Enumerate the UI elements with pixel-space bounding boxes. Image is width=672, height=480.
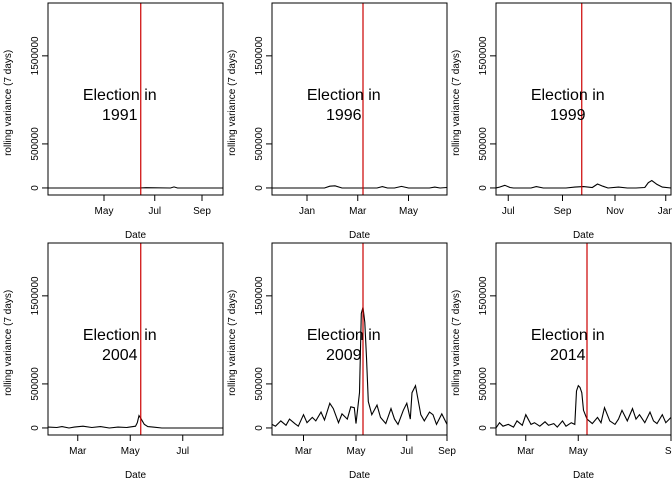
y-axis-title: rolling variance (7 days) [3, 50, 14, 156]
x-axis-title: Date [573, 230, 595, 241]
y-tick-label: 1500000 [30, 276, 41, 315]
y-tick-label: 1500000 [254, 276, 265, 315]
y-axis-title: rolling variance (7 days) [3, 290, 14, 396]
x-tick-label: Sep [554, 206, 572, 217]
x-tick-label: Mar [349, 206, 367, 217]
y-tick-label: 0 [254, 425, 265, 431]
y-tick-label: 500000 [30, 367, 41, 401]
election-annotation-year: 2009 [326, 347, 362, 364]
y-tick-label: 500000 [478, 127, 489, 161]
election-annotation-line1: Election in [307, 327, 381, 344]
x-tick-label: Jul [148, 206, 161, 217]
x-tick-label: May [95, 206, 114, 217]
panel-4: 0 500000 1500000 Mar May Jul Date rolling varia… [3, 242, 224, 480]
election-annotation-year: 1996 [326, 107, 362, 124]
x-tick-label: Mar [69, 446, 87, 457]
y-axis-title: rolling variance (7 days) [227, 50, 238, 156]
x-tick-label: Jul [502, 206, 515, 217]
panel-5: 0 500000 1500000 Mar May Jul Sep Date rolling va… [227, 242, 456, 480]
panel-1: 0 500000 1500000 May Jul Sep Date rolling varia… [3, 2, 224, 241]
x-tick-label: May [347, 446, 366, 457]
y-axis-title: rolling variance (7 days) [451, 50, 462, 156]
y-tick-label: 1500000 [478, 276, 489, 315]
y-tick-label: 0 [30, 185, 41, 191]
y-tick-label: 500000 [254, 127, 265, 161]
y-axis-title: rolling variance (7 days) [227, 290, 238, 396]
x-tick-label: Nov [606, 206, 624, 217]
x-tick-label: Jul [400, 446, 413, 457]
y-tick-label: 1500000 [30, 36, 41, 75]
plot-frame [271, 242, 448, 436]
y-tick-label: 0 [30, 425, 41, 431]
election-annotation-year: 2014 [550, 347, 586, 364]
election-annotation-year: 1991 [102, 107, 138, 124]
x-axis-title: Date [349, 470, 371, 480]
y-tick-label: 500000 [30, 127, 41, 161]
y-tick-label: 500000 [254, 367, 265, 401]
y-tick-label: 0 [478, 425, 489, 431]
plot-frame [271, 2, 448, 196]
panel-6: 0 500000 1500000 Mar May Se Date rolling varian… [451, 242, 672, 480]
x-tick-label: Sep [438, 446, 456, 457]
plot-frame [495, 2, 672, 196]
plot-frame [47, 242, 224, 436]
election-annotation-line1: Election in [531, 327, 605, 344]
x-tick-label: May [121, 446, 140, 457]
x-tick-label: Mar [295, 446, 313, 457]
x-tick-label: May [569, 446, 588, 457]
panel-2: 0 500000 1500000 Jan Mar May Date rolling varia… [227, 2, 448, 241]
x-tick-label: Jan [658, 206, 672, 217]
y-tick-label: 500000 [478, 367, 489, 401]
x-tick-label: Sep [193, 206, 211, 217]
x-axis-title: Date [125, 470, 147, 480]
election-annotation-line1: Election in [83, 327, 157, 344]
election-annotation-year: 2004 [102, 347, 138, 364]
series-line [272, 185, 447, 189]
x-axis-title: Date [125, 230, 147, 241]
plot-frame [47, 2, 224, 196]
election-annotation-line1: Election in [531, 87, 605, 104]
x-tick-label: May [399, 206, 418, 217]
x-axis-title: Date [349, 230, 371, 241]
x-axis-title: Date [573, 470, 595, 480]
panel-3: 0 500000 1500000 Jul Sep Nov Jan Date rolling va… [451, 2, 672, 241]
y-tick-label: 1500000 [254, 36, 265, 75]
plot-frame [495, 242, 672, 436]
x-tick-label: Se [665, 446, 672, 457]
x-tick-label: Mar [517, 446, 535, 457]
series-line [272, 307, 447, 428]
series-line [496, 179, 671, 189]
y-axis-title: rolling variance (7 days) [451, 290, 462, 396]
x-tick-label: Jul [176, 446, 189, 457]
y-tick-label: 0 [478, 185, 489, 191]
y-tick-label: 1500000 [478, 36, 489, 75]
series-line [48, 414, 223, 429]
election-annotation-line1: Election in [83, 87, 157, 104]
election-annotation-year: 1999 [550, 107, 586, 124]
series-line [48, 186, 223, 189]
election-annotation-line1: Election in [307, 87, 381, 104]
series-line [496, 384, 671, 429]
x-tick-label: Jan [299, 206, 315, 217]
y-tick-label: 0 [254, 185, 265, 191]
